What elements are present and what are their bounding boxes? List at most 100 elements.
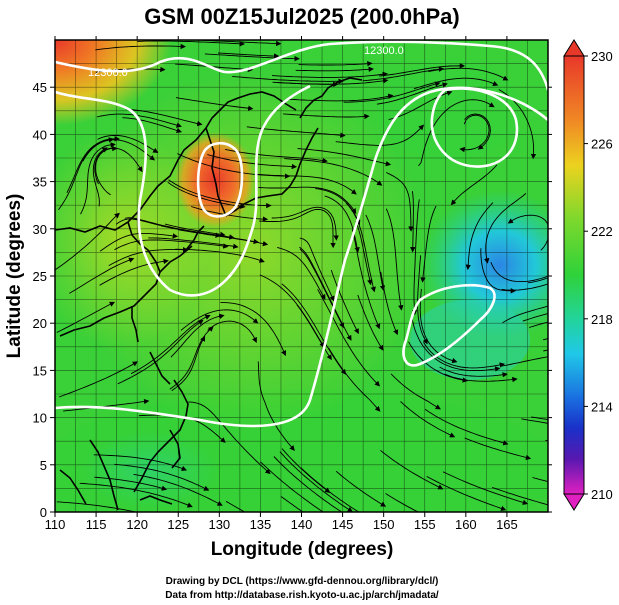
- colorbar-top-arrow: [563, 39, 585, 57]
- credit-data: Data from http://database.rish.kyoto-u.a…: [165, 590, 439, 601]
- x-tick-label: 110: [45, 517, 66, 532]
- streamline: [66, 136, 120, 194]
- colorbar-tick-label: 218: [591, 312, 613, 327]
- streamline: [428, 67, 509, 81]
- streamline: [175, 97, 254, 111]
- streamline: [283, 113, 370, 120]
- streamline: [257, 361, 295, 451]
- streamline: [63, 398, 150, 412]
- streamline: [376, 82, 448, 105]
- streamline: [345, 202, 376, 293]
- streamline: [390, 373, 441, 410]
- streamline: [271, 206, 339, 241]
- x-tick-label: 155: [414, 517, 436, 532]
- streamline: [280, 496, 304, 512]
- streamline: [408, 341, 468, 383]
- streamline: [413, 77, 499, 90]
- streamline: [484, 193, 527, 264]
- x-tick-label: 150: [373, 517, 395, 532]
- streamline: [527, 277, 548, 284]
- x-axis-label: Longitude (degrees): [211, 539, 394, 560]
- streamline: [114, 463, 210, 491]
- streamline: [386, 172, 414, 232]
- streamline: [220, 302, 287, 357]
- y-tick-label: 45: [33, 80, 47, 95]
- y-tick-label: 10: [33, 411, 47, 426]
- streamline: [124, 217, 235, 240]
- streamline: [171, 335, 206, 392]
- streamline: [258, 186, 357, 214]
- streamline: [522, 313, 548, 322]
- streamline: [188, 401, 271, 475]
- streamline: [324, 195, 360, 253]
- streamline: [94, 476, 168, 491]
- x-axis: 110 115 120 125 130 135 140 145 150 155 160 165: [45, 36, 518, 532]
- streamline: [125, 108, 203, 127]
- streamline: [362, 66, 445, 82]
- streamline: [465, 202, 494, 271]
- x-tick-label: 160: [455, 517, 477, 532]
- streamline: [56, 301, 116, 333]
- x-tick-label: 145: [332, 517, 354, 532]
- x-tick-label: 120: [126, 517, 148, 532]
- streamline: [137, 40, 245, 47]
- streamline: [502, 305, 548, 324]
- streamline: [225, 148, 328, 164]
- coastlines: [55, 77, 363, 511]
- streamline: [175, 248, 265, 263]
- streamline: [365, 214, 386, 291]
- streamline: [450, 164, 498, 206]
- y-tick-label: 0: [40, 505, 47, 520]
- y-axis-label: Latitude (degrees): [4, 194, 25, 359]
- streamline: [490, 262, 548, 283]
- streamline: [225, 500, 246, 512]
- streamline: [122, 117, 182, 134]
- y-tick-label: 25: [33, 269, 47, 284]
- streamline: [92, 147, 108, 207]
- streamline: [328, 347, 381, 412]
- streamline: [411, 199, 420, 316]
- streamline: [286, 93, 394, 102]
- y-tick-label: 20: [33, 316, 47, 331]
- streamline: [260, 461, 324, 512]
- x-tick-label: 135: [250, 517, 272, 532]
- streamline: [164, 223, 226, 237]
- streamline: [272, 78, 389, 85]
- streamline: [411, 317, 501, 372]
- colorbar: 230 226 222 218 214 210: [563, 39, 613, 511]
- streamline: [279, 451, 353, 512]
- streamline: [426, 476, 507, 511]
- map-plot-area: 12300.0 12300.0: [55, 40, 548, 512]
- streamline: [117, 319, 204, 385]
- x-tick-label: 115: [86, 517, 107, 532]
- streamline: [273, 456, 343, 512]
- streamline: [343, 81, 441, 103]
- height-contours: [55, 40, 548, 428]
- streamline: [380, 450, 444, 490]
- credit-drawing: Drawing by DCL (https://www.gfd-dennou.o…: [166, 576, 439, 587]
- streamline: [80, 142, 116, 215]
- streamline: [108, 247, 189, 266]
- streamline: [417, 255, 428, 345]
- streamline: [380, 271, 399, 336]
- streamline: [439, 366, 508, 378]
- streamline: [94, 147, 143, 185]
- streamline: [385, 493, 419, 512]
- colorbar-tick-label: 214: [591, 399, 613, 414]
- streamline: [82, 139, 156, 162]
- streamline: [335, 470, 387, 507]
- streamline: [114, 239, 229, 251]
- streamline: [351, 229, 381, 330]
- streamline: [442, 471, 529, 505]
- streamline: [299, 237, 335, 302]
- streamline: [459, 114, 490, 153]
- streamline: [355, 221, 373, 286]
- streamline: [410, 190, 416, 253]
- x-tick-label: 140: [291, 517, 313, 532]
- streamline: [424, 408, 509, 446]
- streamline: [168, 179, 272, 209]
- streamline: [207, 154, 298, 170]
- streamline: [96, 113, 182, 128]
- colorbar-tick-label: 222: [591, 224, 613, 239]
- streamline: [277, 246, 326, 300]
